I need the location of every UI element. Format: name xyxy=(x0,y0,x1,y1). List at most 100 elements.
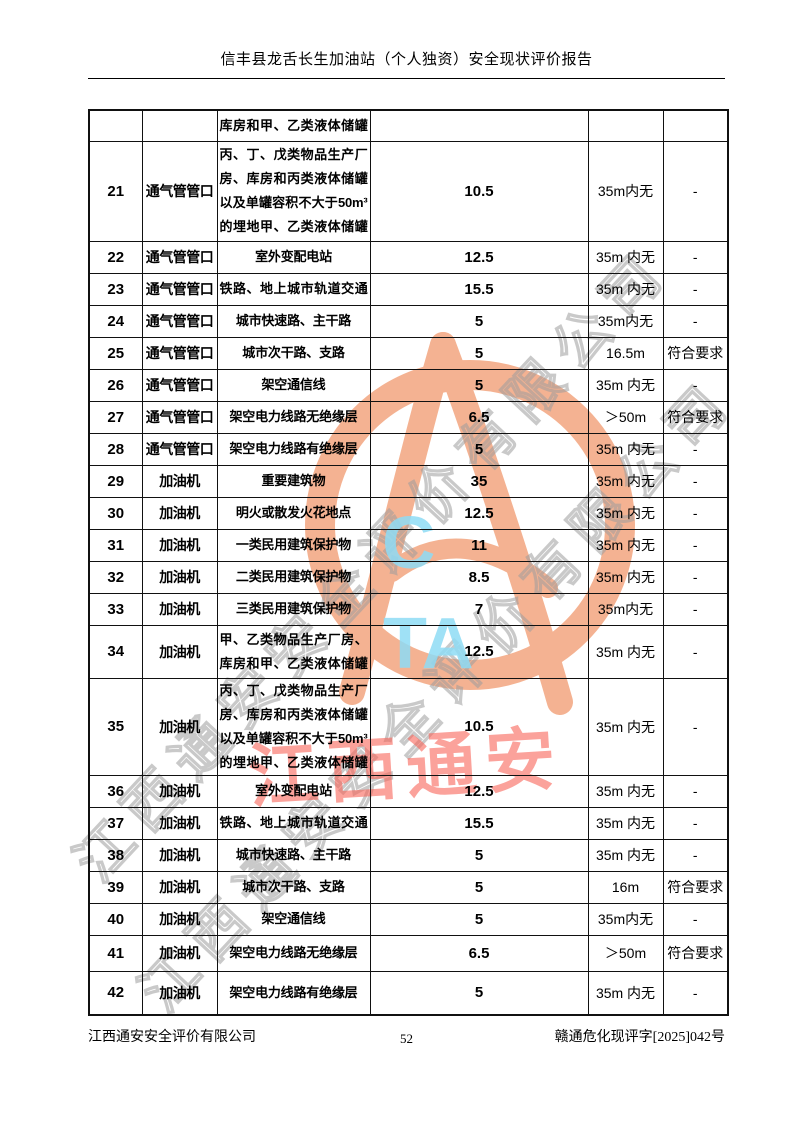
cell-value: 7 xyxy=(369,592,589,626)
cell-desc: 一类民用建筑保护物 xyxy=(216,528,371,562)
cell-desc: 铁路、地上城市轨道交通 xyxy=(216,272,371,306)
cell-value: 10.5 xyxy=(369,140,589,242)
cell-no: 33 xyxy=(88,592,143,626)
cell-item: 加油机 xyxy=(141,496,218,530)
cell-item: 通气管管口 xyxy=(141,432,218,466)
cell-no: 35 xyxy=(88,677,143,776)
cell-value: 6.5 xyxy=(369,934,589,972)
cell-distance: ＞50m xyxy=(587,400,664,434)
table-row: 25 通气管管口 城市次干路、支路 5 16.5m 符合要求 xyxy=(88,336,729,370)
cell-value: 35 xyxy=(369,464,589,498)
cell-item: 加油机 xyxy=(141,838,218,872)
cell-distance: 35m 内无 xyxy=(587,970,664,1016)
cell-result: - xyxy=(662,240,729,274)
table-row: 32 加油机 二类民用建筑保护物 8.5 35m 内无 - xyxy=(88,560,729,594)
cell-desc: 铁路、地上城市轨道交通 xyxy=(216,806,371,840)
cell-result: - xyxy=(662,432,729,466)
cell-desc: 架空通信线 xyxy=(216,368,371,402)
cell-desc: 室外变配电站 xyxy=(216,240,371,274)
table-row: 24 通气管管口 城市快速路、主干路 5 35m内无 - xyxy=(88,304,729,338)
cell-distance: ＞50m xyxy=(587,934,664,972)
cell-result: - xyxy=(662,464,729,498)
cell-item: 通气管管口 xyxy=(141,336,218,370)
cell-value: 15.5 xyxy=(369,806,589,840)
cell-desc: 城市次干路、支路 xyxy=(216,870,371,904)
cell-desc: 明火或散发火花地点 xyxy=(216,496,371,530)
cell-no: 29 xyxy=(88,464,143,498)
table-row: 37 加油机 铁路、地上城市轨道交通 15.5 35m 内无 - xyxy=(88,806,729,840)
table-row: 42 加油机 架空电力线路有绝缘层 5 35m 内无 - xyxy=(88,970,729,1016)
footer-page-number: 52 xyxy=(400,1031,413,1046)
cell-distance: 35m 内无 xyxy=(587,624,664,679)
cell-value: 6.5 xyxy=(369,400,589,434)
cell-desc: 库房和甲、乙类液体储罐 xyxy=(216,109,371,142)
cell-distance: 16.5m xyxy=(587,336,664,370)
cell-no: 39 xyxy=(88,870,143,904)
cell-item: 通气管管口 xyxy=(141,304,218,338)
cell-no: 21 xyxy=(88,140,143,242)
cell-no: 23 xyxy=(88,272,143,306)
cell-desc: 二类民用建筑保护物 xyxy=(216,560,371,594)
cell-result: 符合要求 xyxy=(662,400,729,434)
cell-distance: 35m 内无 xyxy=(587,560,664,594)
cell-no: 36 xyxy=(88,774,143,808)
cell-result: - xyxy=(662,806,729,840)
cell-no: 41 xyxy=(88,934,143,972)
cell-desc: 丙、丁、戊类物品生产厂房、库房和丙类液体储罐以及单罐容积不大于50m³的埋地甲、… xyxy=(216,140,371,242)
page-title: 信丰县龙舌长生加油站（个人独资）安全现状评价报告 xyxy=(220,52,593,68)
table-row: 27 通气管管口 架空电力线路无绝缘层 6.5 ＞50m 符合要求 xyxy=(88,400,729,434)
cell-distance: 35m 内无 xyxy=(587,272,664,306)
cell-desc: 架空电力线路无绝缘层 xyxy=(216,400,371,434)
cell-result: - xyxy=(662,140,729,242)
cell-result: - xyxy=(662,677,729,776)
cell-item: 加油机 xyxy=(141,870,218,904)
safety-distance-table: 库房和甲、乙类液体储罐 21 通气管管口 丙、丁、戊类物品生产厂房、库房和丙类液体储罐… xyxy=(88,109,729,1016)
cell-distance: 35m 内无 xyxy=(587,240,664,274)
cell-value: 5 xyxy=(369,336,589,370)
cell-item: 通气管管口 xyxy=(141,140,218,242)
cell-no: 38 xyxy=(88,838,143,872)
cell-desc: 城市快速路、主干路 xyxy=(216,838,371,872)
cell-result: - xyxy=(662,560,729,594)
cell-item: 加油机 xyxy=(141,677,218,776)
cell-desc: 架空电力线路有绝缘层 xyxy=(216,432,371,466)
cell-item: 加油机 xyxy=(141,774,218,808)
cell-no: 26 xyxy=(88,368,143,402)
table-row: 35 加油机 丙、丁、戊类物品生产厂房、库房和丙类液体储罐以及单罐容积不大于50m³… xyxy=(88,677,729,776)
table-row: 39 加油机 城市次干路、支路 5 16m 符合要求 xyxy=(88,870,729,904)
table-row: 23 通气管管口 铁路、地上城市轨道交通 15.5 35m 内无 - xyxy=(88,272,729,306)
cell-desc: 甲、乙类物品生产厂房、库房和甲、乙类液体储罐 xyxy=(216,624,371,679)
table-row: 21 通气管管口 丙、丁、戊类物品生产厂房、库房和丙类液体储罐以及单罐容积不大于50… xyxy=(88,140,729,242)
cell-item: 加油机 xyxy=(141,902,218,936)
cell-desc: 三类民用建筑保护物 xyxy=(216,592,371,626)
table-row: 29 加油机 重要建筑物 35 35m 内无 - xyxy=(88,464,729,498)
cell-result: - xyxy=(662,496,729,530)
cell-value: 5 xyxy=(369,304,589,338)
cell-item: 加油机 xyxy=(141,970,218,1016)
table-row: 30 加油机 明火或散发火花地点 12.5 35m 内无 - xyxy=(88,496,729,530)
cell-result: - xyxy=(662,528,729,562)
cell-item: 加油机 xyxy=(141,624,218,679)
cell-distance: 35m内无 xyxy=(587,304,664,338)
table-row: 34 加油机 甲、乙类物品生产厂房、库房和甲、乙类液体储罐 12.5 35m 内无 - xyxy=(88,624,729,679)
footer-company: 江西通安安全评价有限公司 xyxy=(88,1030,256,1045)
cell-desc: 架空通信线 xyxy=(216,902,371,936)
cell-item: 通气管管口 xyxy=(141,400,218,434)
cell-result: 符合要求 xyxy=(662,870,729,904)
footer-doc-number: 赣通危化现评字[2025]042号 xyxy=(554,1030,725,1045)
cell-result: - xyxy=(662,368,729,402)
cell-item: 加油机 xyxy=(141,528,218,562)
cell-result: 符合要求 xyxy=(662,934,729,972)
header-rule xyxy=(88,78,725,79)
cell-distance: 35m 内无 xyxy=(587,432,664,466)
cell-distance: 35m内无 xyxy=(587,592,664,626)
table-row: 28 通气管管口 架空电力线路有绝缘层 5 35m 内无 - xyxy=(88,432,729,466)
cell-distance: 35m 内无 xyxy=(587,677,664,776)
cell-value: 5 xyxy=(369,902,589,936)
cell-item: 通气管管口 xyxy=(141,240,218,274)
cell-result: - xyxy=(662,970,729,1016)
table-row: 库房和甲、乙类液体储罐 xyxy=(88,109,729,142)
cell-value: 5 xyxy=(369,870,589,904)
cell-desc: 城市快速路、主干路 xyxy=(216,304,371,338)
cell-item: 加油机 xyxy=(141,560,218,594)
